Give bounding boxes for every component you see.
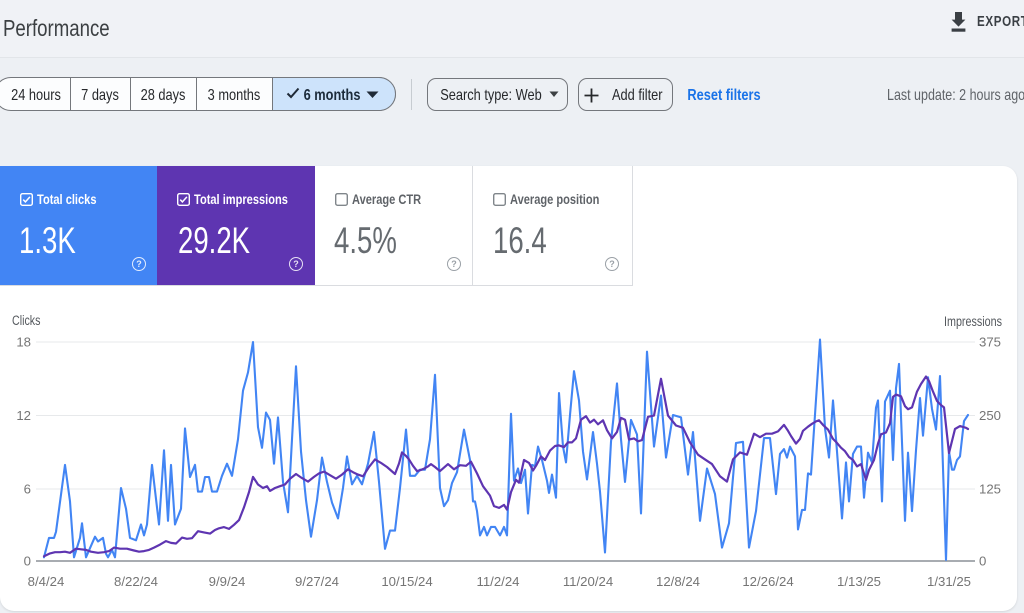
svg-text:Clicks: Clicks (12, 313, 41, 328)
svg-text:1/31/25: 1/31/25 (927, 574, 971, 589)
svg-text:Impressions: Impressions (944, 314, 1002, 329)
svg-text:11/20/24: 11/20/24 (563, 574, 613, 589)
svg-text:9/27/24: 9/27/24 (295, 574, 339, 589)
svg-text:0: 0 (24, 554, 31, 569)
svg-text:18: 18 (16, 335, 31, 350)
svg-text:0: 0 (979, 554, 986, 569)
svg-text:250: 250 (979, 408, 1001, 423)
svg-text:8/22/24: 8/22/24 (114, 574, 158, 589)
svg-text:125: 125 (979, 482, 1001, 497)
svg-text:9/9/24: 9/9/24 (209, 574, 246, 589)
svg-text:375: 375 (979, 335, 1001, 350)
svg-text:10/15/24: 10/15/24 (381, 574, 432, 589)
svg-text:12/8/24: 12/8/24 (656, 574, 700, 589)
svg-text:11/2/24: 11/2/24 (476, 574, 519, 589)
svg-text:6: 6 (24, 482, 31, 497)
svg-text:8/4/24: 8/4/24 (28, 574, 65, 589)
svg-text:1/13/25: 1/13/25 (837, 574, 881, 589)
svg-text:12/26/24: 12/26/24 (742, 574, 793, 589)
svg-text:12: 12 (16, 408, 31, 423)
